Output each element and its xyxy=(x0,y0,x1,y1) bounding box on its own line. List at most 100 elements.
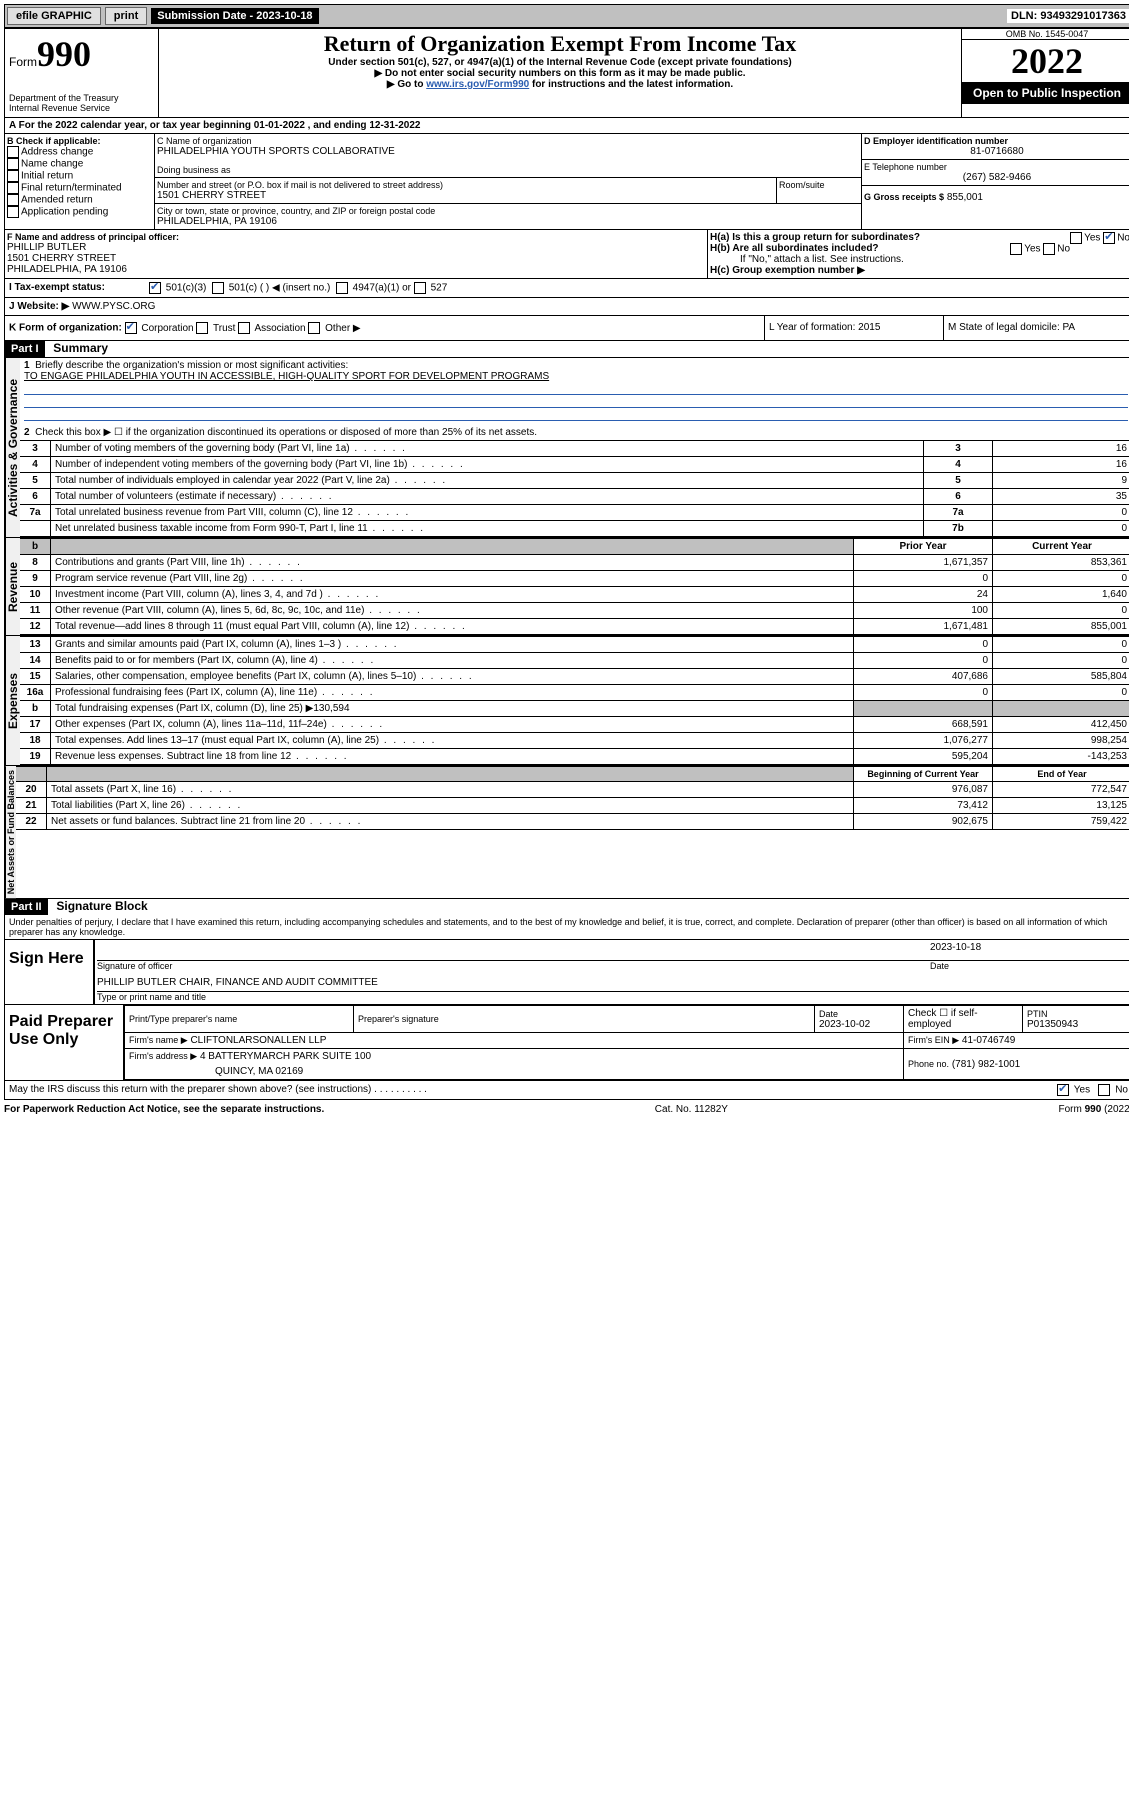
taxI-label: I Tax-exempt status: xyxy=(9,282,149,294)
declaration-text: Under penalties of perjury, I declare th… xyxy=(4,915,1129,940)
formK-trust[interactable]: Trust xyxy=(196,323,235,334)
tax-501c-label: 501(c) ( ) ◀ (insert no.) xyxy=(229,283,331,294)
check-address[interactable]: Address change xyxy=(7,146,152,158)
H-block: H(a) Is this a group return for subordin… xyxy=(708,230,1129,278)
Hb-yes[interactable]: Yes xyxy=(1024,244,1040,255)
table-row: 10 Investment income (Part VIII, column … xyxy=(20,587,1129,603)
check-initial[interactable]: Initial return xyxy=(7,170,152,182)
prep-sig-label: Preparer's signature xyxy=(358,1014,810,1024)
prior-year-header: Prior Year xyxy=(854,539,993,555)
Ha-yes[interactable]: Yes xyxy=(1084,233,1100,244)
ptin-label: PTIN xyxy=(1027,1009,1127,1019)
tax-4947[interactable]: 4947(a)(1) or xyxy=(336,282,411,294)
table-row: 12 Total revenue—add lines 8 through 11 … xyxy=(20,619,1129,635)
paperwork-notice: For Paperwork Reduction Act Notice, see … xyxy=(4,1104,324,1115)
formK-assoc-label: Association xyxy=(254,323,305,334)
firm-name-label: Firm's name ▶ xyxy=(129,1035,188,1045)
Hb-no[interactable]: No xyxy=(1057,244,1070,255)
partI-header-row: Part I Summary xyxy=(4,341,1129,357)
yearL: L Year of formation: 2015 xyxy=(765,316,944,340)
discuss-text: May the IRS discuss this return with the… xyxy=(9,1084,1057,1096)
stateM: M State of legal domicile: PA xyxy=(944,316,1129,340)
table-row: 4 Number of independent voting members o… xyxy=(20,457,1129,473)
irs-link[interactable]: www.irs.gov/Form990 xyxy=(426,79,529,90)
officer-name: PHILLIP BUTLER xyxy=(7,242,705,253)
Ha-row: H(a) Is this a group return for subordin… xyxy=(710,232,1129,243)
tax-year: 2022 xyxy=(962,40,1129,82)
line2-text: Check this box ▶ ☐ if the organization d… xyxy=(35,427,537,438)
check-name-label: Name change xyxy=(21,159,83,170)
prep-date-value: 2023-10-02 xyxy=(819,1019,899,1030)
firm-addr2: QUINCY, MA 02169 xyxy=(125,1064,904,1080)
checkB-label: B Check if applicable: xyxy=(7,136,152,146)
table-row: 14 Benefits paid to or for members (Part… xyxy=(20,653,1129,669)
tax-501c3[interactable]: 501(c)(3) xyxy=(149,282,206,294)
tax-exempt-row: I Tax-exempt status: 501(c)(3) 501(c) ( … xyxy=(4,279,1129,298)
check-address-label: Address change xyxy=(21,147,93,158)
paid-preparer-label: Paid Preparer Use Only xyxy=(5,1005,124,1080)
check-amended[interactable]: Amended return xyxy=(7,194,152,206)
formK-label: K Form of organization: xyxy=(9,323,122,334)
check-self[interactable]: Check ☐ if self-employed xyxy=(904,1006,1023,1033)
table-row: 3 Number of voting members of the govern… xyxy=(20,441,1129,457)
phone-value: (781) 982-1001 xyxy=(952,1059,1020,1070)
table-row: 17 Other expenses (Part IX, column (A), … xyxy=(20,717,1129,733)
title-block: Return of Organization Exempt From Incom… xyxy=(159,29,962,117)
check-pending[interactable]: Application pending xyxy=(7,206,152,218)
exp-table: 13 Grants and similar amounts paid (Part… xyxy=(20,636,1129,765)
cat-no: Cat. No. 11282Y xyxy=(655,1104,728,1115)
table-row: 5 Total number of individuals employed i… xyxy=(20,473,1129,489)
formK-assoc[interactable]: Association xyxy=(238,323,305,334)
nameC-label: C Name of organization xyxy=(157,136,859,146)
tax-527[interactable]: 527 xyxy=(414,282,447,294)
firm-ein: 41-0746749 xyxy=(962,1035,1015,1046)
subdate-value: 2023-10-18 xyxy=(256,10,312,22)
sign-here-block: Sign Here Signature of officer 2023-10-1… xyxy=(4,940,1129,1005)
sub3-prefix: ▶ Go to xyxy=(387,79,426,90)
table-row: 9 Program service revenue (Part VIII, li… xyxy=(20,571,1129,587)
officer-F: F Name and address of principal officer:… xyxy=(5,230,708,278)
check-name[interactable]: Name change xyxy=(7,158,152,170)
tel-value: (267) 582-9466 xyxy=(864,172,1129,183)
officer-H-block: F Name and address of principal officer:… xyxy=(4,230,1129,279)
submission-label: Submission Date - 2023-10-18 xyxy=(151,8,318,24)
sig-date: 2023-10-18 xyxy=(930,942,1129,961)
tax-501c[interactable]: 501(c) ( ) ◀ (insert no.) xyxy=(212,282,330,294)
check-B-column: B Check if applicable: Address change Na… xyxy=(5,134,155,229)
rev-table: b Prior Year Current Year 8 Contribution… xyxy=(20,538,1129,635)
sign-here-label: Sign Here xyxy=(5,940,93,1004)
form-no-footer: Form 990 (2022) xyxy=(1059,1104,1129,1115)
ein-value: 81-0716680 xyxy=(864,146,1129,157)
check-final-label: Final return/terminated xyxy=(21,183,122,194)
formK-corp[interactable]: Corporation xyxy=(125,323,194,334)
top-toolbar: efile GRAPHIC print Submission Date - 20… xyxy=(4,4,1129,28)
table-row: 7a Total unrelated business revenue from… xyxy=(20,505,1129,521)
formK-other-label: Other ▶ xyxy=(325,323,360,334)
net-table: Beginning of Current Year End of Year 20… xyxy=(16,766,1129,830)
city-value: PHILADELPHIA, PA 19106 xyxy=(157,216,859,227)
print-button[interactable]: print xyxy=(105,7,147,25)
dept-treasury: Department of the Treasury xyxy=(9,93,154,103)
formK-other[interactable]: Other ▶ xyxy=(308,323,360,334)
discuss-no[interactable]: No xyxy=(1115,1085,1128,1096)
firm-name: CLIFTONLARSONALLEN LLP xyxy=(190,1035,326,1046)
Ha-no[interactable]: No xyxy=(1117,233,1129,244)
paid-preparer-block: Paid Preparer Use Only Print/Type prepar… xyxy=(4,1005,1129,1081)
check-final[interactable]: Final return/terminated xyxy=(7,182,152,194)
discuss-row: May the IRS discuss this return with the… xyxy=(4,1081,1129,1100)
officer-sig-name: PHILLIP BUTLER CHAIR, FINANCE AND AUDIT … xyxy=(97,977,1129,992)
governance-block: Activities & Governance 1 Briefly descri… xyxy=(4,357,1129,538)
KLM-row: K Form of organization: Corporation Trus… xyxy=(4,316,1129,341)
discuss-yes[interactable]: Yes xyxy=(1074,1085,1090,1096)
table-row: 16a Professional fundraising fees (Part … xyxy=(20,685,1129,701)
efile-button[interactable]: efile GRAPHIC xyxy=(7,7,101,25)
table-row: 15 Salaries, other compensation, employe… xyxy=(20,669,1129,685)
formK: K Form of organization: Corporation Trus… xyxy=(5,316,765,340)
prep-date-label: Date xyxy=(819,1009,899,1019)
subtitle-2: ▶ Do not enter social security numbers o… xyxy=(161,68,959,79)
table-row: 20 Total assets (Part X, line 16) 976,08… xyxy=(16,782,1129,798)
street-label: Number and street (or P.O. box if mail i… xyxy=(157,180,774,190)
prep-name-label: Print/Type preparer's name xyxy=(129,1014,349,1024)
omb-number: OMB No. 1545-0047 xyxy=(962,29,1129,40)
table-row: 13 Grants and similar amounts paid (Part… xyxy=(20,637,1129,653)
